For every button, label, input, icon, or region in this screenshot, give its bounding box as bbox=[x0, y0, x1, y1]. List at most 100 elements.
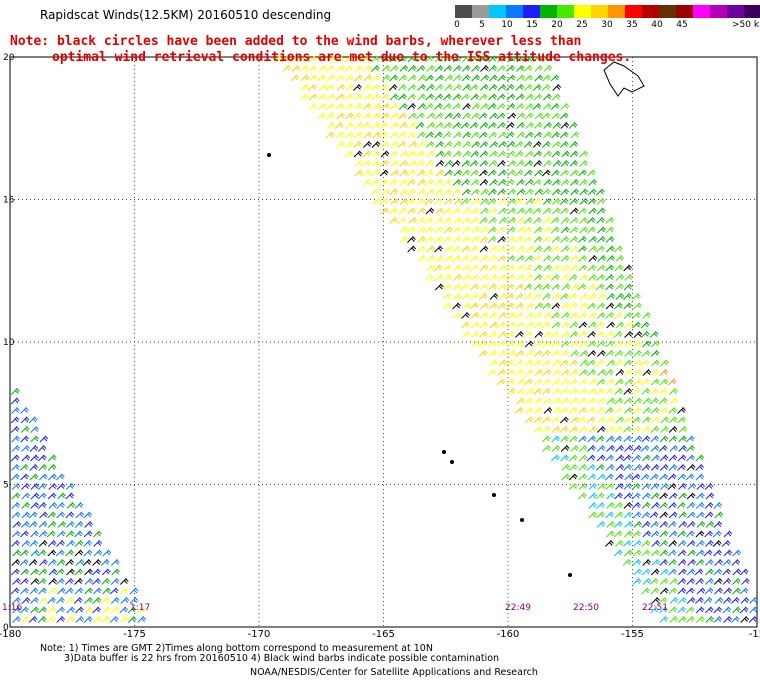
wind-barb bbox=[623, 407, 633, 414]
wind-barb bbox=[624, 321, 634, 329]
wind-barb bbox=[426, 84, 435, 91]
wind-barb bbox=[416, 141, 426, 148]
wind-barb bbox=[11, 511, 21, 519]
wind-barb bbox=[623, 416, 633, 424]
wind-barb bbox=[30, 606, 40, 614]
wind-barb bbox=[588, 502, 597, 509]
wind-barb bbox=[417, 103, 427, 110]
wind-barb bbox=[281, 55, 291, 63]
wind-barb bbox=[560, 245, 570, 253]
wind-barb bbox=[604, 388, 614, 395]
wind-barb bbox=[587, 302, 596, 310]
wind-barb bbox=[577, 283, 587, 291]
wind-barb bbox=[696, 511, 705, 519]
wind-barb bbox=[478, 112, 488, 120]
wind-barb bbox=[696, 587, 706, 595]
wind-barb bbox=[624, 350, 634, 357]
wind-barb bbox=[444, 198, 453, 205]
wind-barb bbox=[489, 274, 498, 281]
wind-barb bbox=[560, 274, 570, 281]
wind-barb bbox=[623, 293, 632, 300]
footer-credit: NOAA/NESDIS/Center for Satellite Applica… bbox=[250, 667, 538, 678]
wind-barb bbox=[595, 464, 605, 471]
wind-barb bbox=[596, 198, 606, 205]
wind-barb bbox=[452, 55, 462, 63]
wind-barb bbox=[597, 226, 606, 234]
wind-barb bbox=[543, 245, 552, 253]
wind-barb bbox=[84, 568, 93, 576]
wind-barb bbox=[659, 606, 668, 614]
wind-barb bbox=[642, 369, 652, 376]
wind-barb bbox=[389, 217, 398, 224]
wind-barb bbox=[65, 616, 75, 623]
wind-barb bbox=[408, 112, 417, 120]
wind-barb bbox=[732, 578, 741, 585]
wind-barb bbox=[327, 55, 337, 63]
wind-barb bbox=[560, 255, 570, 262]
wind-barb bbox=[127, 616, 137, 623]
wind-barb bbox=[363, 141, 372, 148]
wind-barb bbox=[56, 540, 65, 547]
wind-barb bbox=[21, 511, 31, 519]
wind-barb bbox=[606, 416, 615, 424]
wind-barb bbox=[740, 597, 750, 604]
wind-barb bbox=[470, 150, 480, 158]
wind-barb bbox=[498, 141, 507, 148]
wind-barb bbox=[30, 568, 39, 576]
wind-barb bbox=[20, 616, 30, 623]
wind-barb bbox=[542, 236, 551, 243]
wind-barb bbox=[498, 312, 507, 319]
wind-barb bbox=[658, 597, 668, 604]
wind-barb bbox=[120, 597, 130, 604]
wind-barb bbox=[453, 217, 462, 224]
wind-barb bbox=[695, 530, 705, 538]
wind-barb bbox=[505, 122, 515, 129]
wind-barb bbox=[595, 283, 605, 291]
wind-barb bbox=[704, 559, 714, 566]
wind-barb bbox=[83, 549, 93, 557]
wind-barb bbox=[667, 521, 677, 528]
wind-barb bbox=[543, 397, 552, 405]
wind-barb bbox=[416, 169, 426, 177]
wind-barb bbox=[514, 198, 524, 205]
wind-barb bbox=[435, 207, 445, 215]
wind-barb bbox=[496, 378, 506, 386]
wind-barb bbox=[444, 245, 454, 253]
wind-barb bbox=[559, 407, 569, 414]
wind-barb bbox=[515, 274, 525, 281]
wind-barb bbox=[651, 559, 661, 566]
wind-barb bbox=[28, 521, 38, 528]
wind-barb bbox=[353, 93, 363, 101]
wind-barb bbox=[444, 169, 453, 177]
wind-barb bbox=[380, 112, 390, 120]
wind-barb bbox=[453, 141, 462, 148]
wind-barb bbox=[478, 350, 488, 357]
wind-barb bbox=[507, 169, 516, 177]
wind-barb bbox=[417, 74, 427, 82]
wind-barb bbox=[597, 369, 607, 376]
wind-barb bbox=[119, 606, 129, 614]
wind-barb bbox=[604, 369, 614, 376]
wind-barb bbox=[722, 606, 732, 614]
wind-barb bbox=[569, 150, 579, 158]
wind-barb bbox=[597, 255, 607, 262]
wind-barb bbox=[498, 331, 507, 338]
wind-barb bbox=[434, 236, 443, 243]
wind-barb bbox=[551, 340, 561, 348]
wind-barb bbox=[426, 112, 436, 120]
wind-barb bbox=[578, 264, 588, 272]
wind-barb bbox=[606, 359, 616, 367]
wind-barb bbox=[570, 131, 580, 139]
wind-barb bbox=[371, 112, 381, 120]
wind-barb bbox=[471, 198, 481, 205]
wind-barb bbox=[452, 207, 462, 215]
wind-barb bbox=[11, 502, 21, 509]
wind-barb bbox=[371, 74, 381, 82]
wind-barb bbox=[632, 407, 642, 414]
note-line-2: optimal wind retrieval conditions are me… bbox=[52, 50, 632, 65]
legend-swatch bbox=[540, 5, 557, 18]
wind-barb bbox=[442, 93, 452, 101]
wind-barb bbox=[597, 416, 606, 424]
wind-barb bbox=[587, 188, 597, 196]
wind-barb bbox=[525, 312, 535, 319]
